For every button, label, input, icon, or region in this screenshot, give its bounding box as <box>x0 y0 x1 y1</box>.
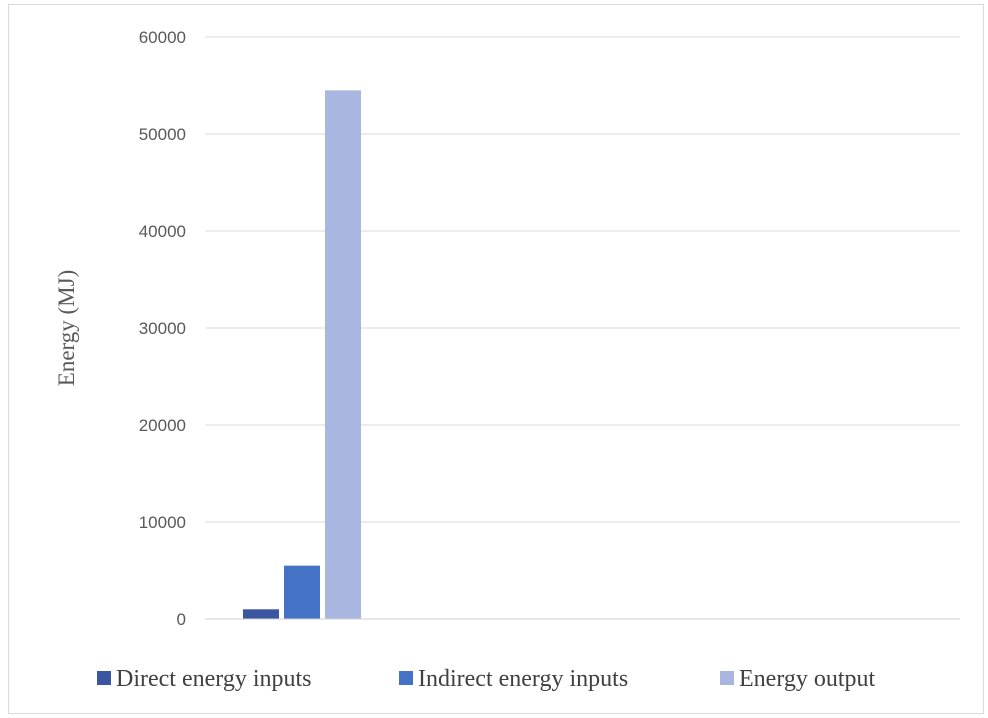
y-axis-title: Energy (MJ) <box>54 270 79 386</box>
bars <box>243 90 361 620</box>
bar-direct-energy-inputs <box>243 609 279 619</box>
y-tick-label: 20000 <box>139 416 186 435</box>
legend-label: Energy output <box>739 666 876 692</box>
y-axis-ticks: 0 10000 20000 30000 40000 50000 60000 <box>139 28 186 629</box>
bar-indirect-energy-inputs <box>284 565 320 619</box>
y-tick-label: 10000 <box>139 513 186 532</box>
legend: Direct energy inputs Indirect energy inpu… <box>97 666 876 692</box>
y-tick-label: 0 <box>177 610 186 629</box>
legend-swatch <box>399 671 413 685</box>
y-tick-label: 50000 <box>139 125 186 144</box>
y-tick-label: 30000 <box>139 319 186 338</box>
legend-swatch <box>97 671 111 685</box>
gridlines <box>205 36 960 523</box>
bar-energy-output <box>325 90 361 620</box>
legend-label: Indirect energy inputs <box>418 666 628 692</box>
y-tick-label: 60000 <box>139 28 186 47</box>
chart-frame <box>8 4 984 714</box>
legend-swatch <box>720 671 734 685</box>
legend-label: Direct energy inputs <box>116 666 312 692</box>
y-tick-label: 40000 <box>139 222 186 241</box>
